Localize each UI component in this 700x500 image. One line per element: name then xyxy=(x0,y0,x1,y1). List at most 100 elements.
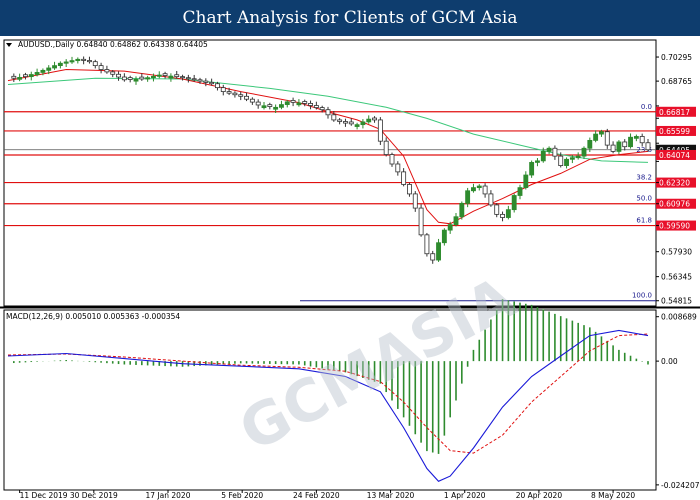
candle xyxy=(69,56,75,64)
candle xyxy=(121,73,127,82)
fast-ma-line xyxy=(7,68,649,225)
candle xyxy=(436,238,441,262)
candle xyxy=(34,68,40,77)
candle xyxy=(127,75,133,83)
candle xyxy=(441,228,447,246)
fib-level-label: 50.0 xyxy=(636,195,652,203)
candle xyxy=(407,182,412,197)
candle xyxy=(360,119,366,129)
candle xyxy=(319,105,325,113)
candle xyxy=(540,147,546,163)
bear-candle-body xyxy=(389,154,395,165)
candle xyxy=(151,73,156,82)
bear-candle-body xyxy=(121,76,127,81)
candle xyxy=(482,183,488,198)
bull-candle-body xyxy=(471,187,476,192)
candle xyxy=(209,78,215,86)
bull-candle-body xyxy=(517,187,523,196)
date-tick-label: 20 Apr 2020 xyxy=(516,491,563,500)
candle xyxy=(645,138,651,152)
bull-candle-body xyxy=(593,133,599,141)
candle xyxy=(581,146,587,159)
bull-candle-body xyxy=(366,118,372,123)
bear-candle-body xyxy=(407,184,412,195)
price-level-label: 0.62320 xyxy=(659,179,690,188)
candle xyxy=(302,99,308,107)
candle xyxy=(185,74,191,83)
candle xyxy=(116,71,121,81)
date-axis-ticks: 11 Dec 2019 30 Dec 2019 17 Jan 2020 5 Feb 2… xyxy=(19,490,635,500)
candle xyxy=(63,59,69,68)
candle xyxy=(145,75,151,82)
candle xyxy=(81,56,87,65)
candle xyxy=(401,168,407,187)
candle xyxy=(220,84,226,96)
symbol-info-label: AUDUSD.,Daily 0.64840 0.64862 0.64338 0.… xyxy=(18,40,208,49)
candle xyxy=(46,65,52,75)
bear-candle-body xyxy=(244,95,249,100)
bear-candle-body xyxy=(238,94,244,97)
candle xyxy=(17,73,23,82)
collapse-arrow-icon[interactable] xyxy=(6,43,12,47)
bear-candle-body xyxy=(249,98,255,103)
price-axis-ticks: 0.70295 0.68765 0.57930 0.56345 0.54815 xyxy=(656,53,692,306)
bull-candle-body xyxy=(52,65,57,69)
bear-candle-body xyxy=(104,69,110,73)
candle xyxy=(604,128,610,149)
bull-candle-body xyxy=(511,195,517,211)
fib-level-label: 23.6 xyxy=(636,146,652,154)
macd-tick-label: 0.008689 xyxy=(661,313,697,322)
candle xyxy=(11,73,17,82)
bear-candle-body xyxy=(622,141,628,148)
candle xyxy=(558,152,564,168)
candle xyxy=(215,81,220,91)
bull-candle-body xyxy=(69,60,75,63)
bear-candle-body xyxy=(430,253,436,261)
price-levels: 0.668170.00.655990.644050.6407423.60.623… xyxy=(4,103,696,302)
candle xyxy=(191,74,197,82)
candle xyxy=(366,115,372,124)
candle xyxy=(633,134,639,142)
candle xyxy=(156,71,162,79)
macd-tick-label: 0.00 xyxy=(661,357,678,366)
candle xyxy=(628,133,633,149)
candle xyxy=(418,204,424,237)
candle xyxy=(564,157,569,169)
candle xyxy=(308,100,313,110)
bull-candle-body xyxy=(436,242,441,261)
bull-candle-body xyxy=(581,147,587,157)
price-tick-label: 0.56345 xyxy=(661,273,692,282)
price-level-box xyxy=(656,149,696,160)
candle xyxy=(98,62,104,74)
bear-candle-body xyxy=(488,193,494,206)
bear-candle-body xyxy=(174,74,180,78)
bull-candle-body xyxy=(46,67,52,71)
bear-candle-body xyxy=(337,119,343,122)
bull-candle-body xyxy=(616,141,622,152)
candle xyxy=(447,221,453,234)
bull-candle-body xyxy=(628,136,633,148)
candle xyxy=(232,91,238,98)
candle xyxy=(261,101,267,110)
candle xyxy=(412,191,418,212)
bull-candle-body xyxy=(535,160,540,163)
candle xyxy=(180,74,185,81)
candle xyxy=(267,102,273,110)
candle xyxy=(57,61,63,69)
chart-area[interactable]: 0.668170.00.655990.644050.6407423.60.623… xyxy=(0,36,700,500)
price-panel-frame xyxy=(3,39,657,307)
bear-candle-body xyxy=(92,61,98,67)
candle xyxy=(430,250,436,264)
bear-candle-body xyxy=(383,140,389,155)
candle xyxy=(494,203,500,218)
bull-candle-body xyxy=(453,216,459,226)
candle xyxy=(517,184,523,200)
candle xyxy=(244,92,249,102)
candle xyxy=(255,99,261,109)
bear-candle-body xyxy=(494,204,500,215)
fib-level-label: 38.2 xyxy=(636,174,652,182)
bull-candle-body xyxy=(284,101,290,105)
bear-candle-body xyxy=(482,185,488,195)
bear-candle-body xyxy=(645,142,651,151)
bear-candle-body xyxy=(110,71,116,75)
